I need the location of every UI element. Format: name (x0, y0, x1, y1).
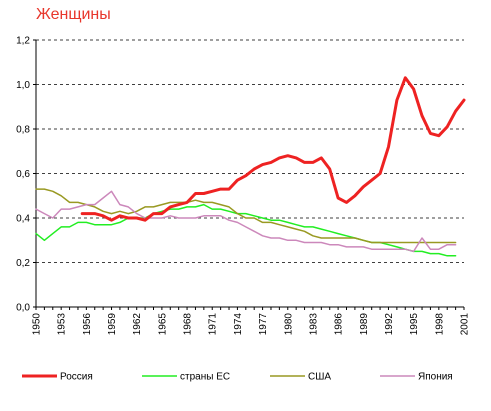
series-line-1 (35, 203, 457, 257)
series-lines (35, 76, 466, 257)
x-tick-label: 1959 (107, 313, 118, 336)
x-tick-label: 1950 (32, 313, 43, 336)
legend-label: Япония (418, 372, 453, 383)
x-tick-label: 1980 (283, 313, 294, 336)
legend-label: Россия (60, 372, 93, 383)
y-tick-label: 0,0 (16, 303, 30, 314)
legend-label: страны ЕС (180, 372, 230, 383)
x-tick-label: 1965 (157, 313, 168, 336)
x-tick-label: 1992 (384, 313, 395, 336)
x-tick-label: 1989 (359, 313, 370, 336)
x-tick-label: 1998 (434, 313, 445, 336)
legend-label: США (308, 372, 331, 383)
x-tick-label: 2001 (460, 313, 471, 336)
x-tick-label: 1983 (308, 313, 319, 336)
x-tick-label: 1962 (132, 313, 143, 336)
x-tick-label: 1956 (82, 313, 93, 336)
chart-title: Женщины (36, 6, 111, 23)
y-tick-label: 0,6 (16, 169, 30, 180)
x-tick-label: 1953 (57, 313, 68, 336)
y-tick-label: 0,2 (16, 258, 30, 269)
x-tick-labels: 1950 1953 1956 1959 1962 1965 1968 1971 1974 1977… (32, 307, 471, 335)
y-tick-label: 1,2 (16, 36, 30, 47)
series-line-3 (35, 190, 457, 253)
legend: Россия страны ЕС США Япония (22, 372, 453, 383)
x-tick-label: 1977 (258, 313, 269, 336)
x-tick-label: 1968 (183, 313, 194, 336)
y-tick-label: 0,4 (16, 214, 30, 225)
y-tick-label: 1,0 (16, 80, 30, 91)
series-line-0 (80, 76, 466, 222)
x-tick-label: 1971 (208, 313, 219, 336)
y-tick-label: 0,8 (16, 125, 30, 136)
series-line-2 (35, 188, 457, 244)
x-tick-label: 1986 (334, 313, 345, 336)
x-tick-label: 1995 (409, 313, 420, 336)
x-tick-label: 1974 (233, 313, 244, 336)
y-tick-labels: 0,0 0,2 0,4 0,6 0,8 1,0 1,2 (16, 36, 36, 314)
